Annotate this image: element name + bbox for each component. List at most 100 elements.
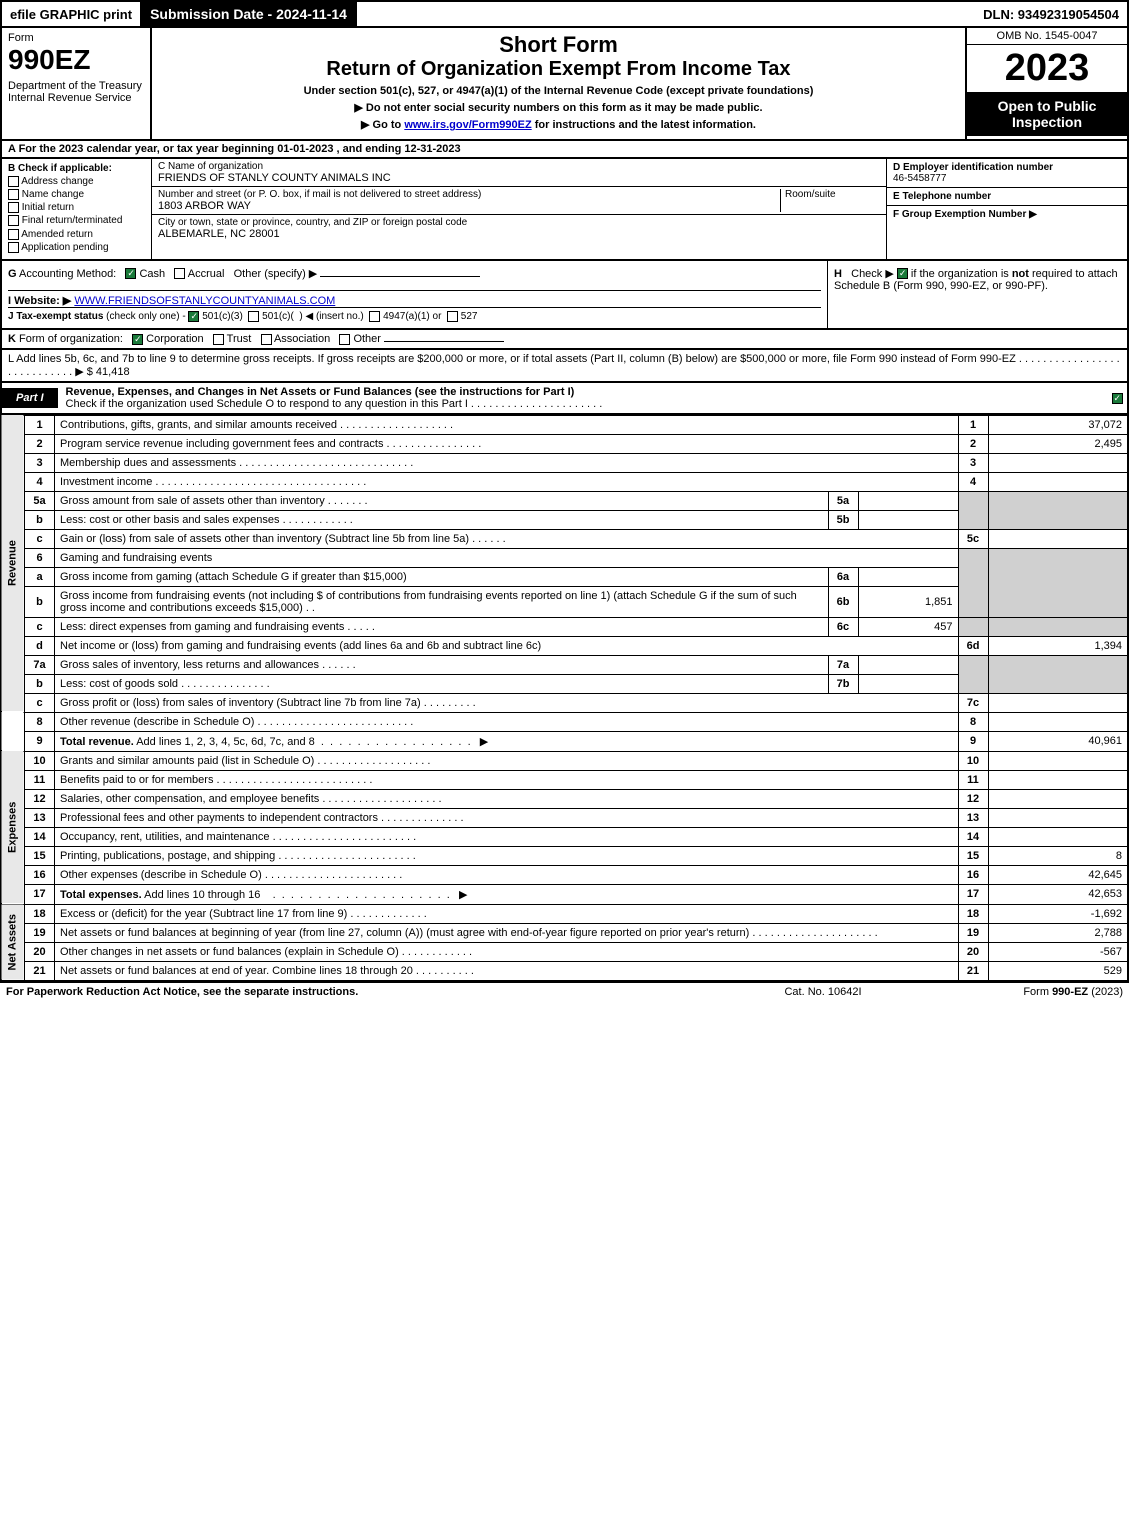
line-num: b [25, 510, 55, 529]
line-num: 10 [25, 751, 55, 770]
block-bcdef: B Check if applicable: Address change Na… [0, 159, 1129, 261]
line-val: -567 [988, 942, 1128, 961]
footer-right: Form 990-EZ (2023) [923, 986, 1123, 998]
row-l: L Add lines 5b, 6c, and 7b to line 9 to … [0, 350, 1129, 383]
checkbox-icon[interactable] [897, 268, 908, 279]
website-link[interactable]: WWW.FRIENDSOFSTANLYCOUNTYANIMALS.COM [74, 295, 335, 307]
line-num: 5a [25, 491, 55, 510]
irs-link[interactable]: www.irs.gov/Form990EZ [404, 119, 531, 131]
checkbox-icon[interactable] [188, 311, 199, 322]
line-num: b [25, 674, 55, 693]
checkbox-icon[interactable] [261, 334, 272, 345]
line-num: c [25, 693, 55, 712]
line-num: 16 [25, 865, 55, 884]
line-desc: Excess or (deficit) for the year (Subtra… [55, 904, 959, 923]
header-center: Short Form Return of Organization Exempt… [152, 28, 967, 139]
line-num: d [25, 636, 55, 655]
line-desc: Gross sales of inventory, less returns a… [55, 655, 829, 674]
b-opt-0: Address change [8, 176, 145, 187]
line-desc: Grants and similar amounts paid (list in… [55, 751, 959, 770]
b-opt-2: Initial return [8, 202, 145, 213]
line-ref: 19 [958, 923, 988, 942]
line-ref: 4 [958, 472, 988, 491]
checkbox-icon[interactable] [174, 268, 185, 279]
line-desc: Gain or (loss) from sale of assets other… [55, 529, 959, 548]
line-val [988, 827, 1128, 846]
line-desc: Other changes in net assets or fund bala… [55, 942, 959, 961]
checkbox-icon[interactable] [8, 189, 19, 200]
header-left: Form 990EZ Department of the Treasury In… [2, 28, 152, 139]
checkbox-icon[interactable] [8, 242, 19, 253]
footer-center: Cat. No. 10642I [723, 986, 923, 998]
line-ref: 17 [958, 884, 988, 904]
checkbox-icon[interactable] [132, 334, 143, 345]
checkbox-icon[interactable] [8, 229, 19, 240]
efile-label: efile GRAPHIC print [2, 4, 140, 25]
line-desc: Less: cost or other basis and sales expe… [55, 510, 829, 529]
line-ref: 9 [958, 731, 988, 751]
org-city: ALBEMARLE, NC 28001 [158, 228, 880, 240]
netassets-label: Net Assets [1, 904, 25, 981]
line-ref: 7c [958, 693, 988, 712]
line-ref: 1 [958, 415, 988, 434]
c-name-label: C Name of organization [158, 161, 880, 172]
open-to-public: Open to Public Inspection [967, 92, 1127, 136]
note2: ▶ Go to www.irs.gov/Form990EZ for instru… [162, 118, 955, 131]
footer: For Paperwork Reduction Act Notice, see … [0, 982, 1129, 1001]
title1: Short Form [162, 32, 955, 58]
checkbox-icon[interactable] [213, 334, 224, 345]
row-k: K Form of organization: Corporation Trus… [0, 330, 1129, 350]
line-num: 15 [25, 846, 55, 865]
sub-val [858, 674, 958, 693]
line-val: 37,072 [988, 415, 1128, 434]
line-val: 2,495 [988, 434, 1128, 453]
f-label: F Group Exemption Number ▶ [893, 209, 1121, 220]
sub-val: 457 [858, 617, 958, 636]
e-label: E Telephone number [893, 191, 1121, 202]
line-val: 529 [988, 961, 1128, 981]
form-number: 990EZ [8, 44, 144, 76]
omb: OMB No. 1545-0047 [967, 28, 1127, 45]
line-val: 42,645 [988, 865, 1128, 884]
room-label: Room/suite [780, 189, 880, 212]
line-desc: Membership dues and assessments . . . . … [55, 453, 959, 472]
sub-ref: 6b [828, 586, 858, 617]
checkbox-icon[interactable] [8, 215, 19, 226]
line-ref: 15 [958, 846, 988, 865]
checkbox-icon[interactable] [8, 176, 19, 187]
line-desc: Less: cost of goods sold . . . . . . . .… [55, 674, 829, 693]
org-address: 1803 ARBOR WAY [158, 200, 780, 212]
line-num: 2 [25, 434, 55, 453]
line-num: 17 [25, 884, 55, 904]
line-num: 18 [25, 904, 55, 923]
line-ref: 10 [958, 751, 988, 770]
checkbox-icon[interactable] [248, 311, 259, 322]
line-desc: Other expenses (describe in Schedule O) … [55, 865, 959, 884]
b-opt-1: Name change [8, 189, 145, 200]
note1: ▶ Do not enter social security numbers o… [162, 101, 955, 114]
line-ref: 8 [958, 712, 988, 731]
line-ref: 18 [958, 904, 988, 923]
sub-ref: 5a [828, 491, 858, 510]
checkbox-icon[interactable] [339, 334, 350, 345]
h-block: H Check ▶ if the organization is not req… [827, 261, 1127, 328]
line-num: 6 [25, 548, 55, 567]
line-desc: Net assets or fund balances at end of ye… [55, 961, 959, 981]
expenses-label: Expenses [1, 751, 25, 904]
line-desc: Total expenses. Add lines 10 through 16 … [55, 884, 959, 904]
line-desc: Investment income . . . . . . . . . . . … [55, 472, 959, 491]
line-desc: Less: direct expenses from gaming and fu… [55, 617, 829, 636]
sub-ref: 6c [828, 617, 858, 636]
checkbox-icon[interactable] [8, 202, 19, 213]
checkbox-icon[interactable] [1112, 393, 1123, 404]
line-num: a [25, 567, 55, 586]
checkbox-icon[interactable] [447, 311, 458, 322]
line-num: 3 [25, 453, 55, 472]
sub-val [858, 655, 958, 674]
checkbox-icon[interactable] [369, 311, 380, 322]
line-ref: 14 [958, 827, 988, 846]
checkbox-icon[interactable] [125, 268, 136, 279]
part1-label: Part I [2, 388, 58, 408]
line-desc: Gross income from gaming (attach Schedul… [55, 567, 829, 586]
sub-val [858, 491, 958, 510]
